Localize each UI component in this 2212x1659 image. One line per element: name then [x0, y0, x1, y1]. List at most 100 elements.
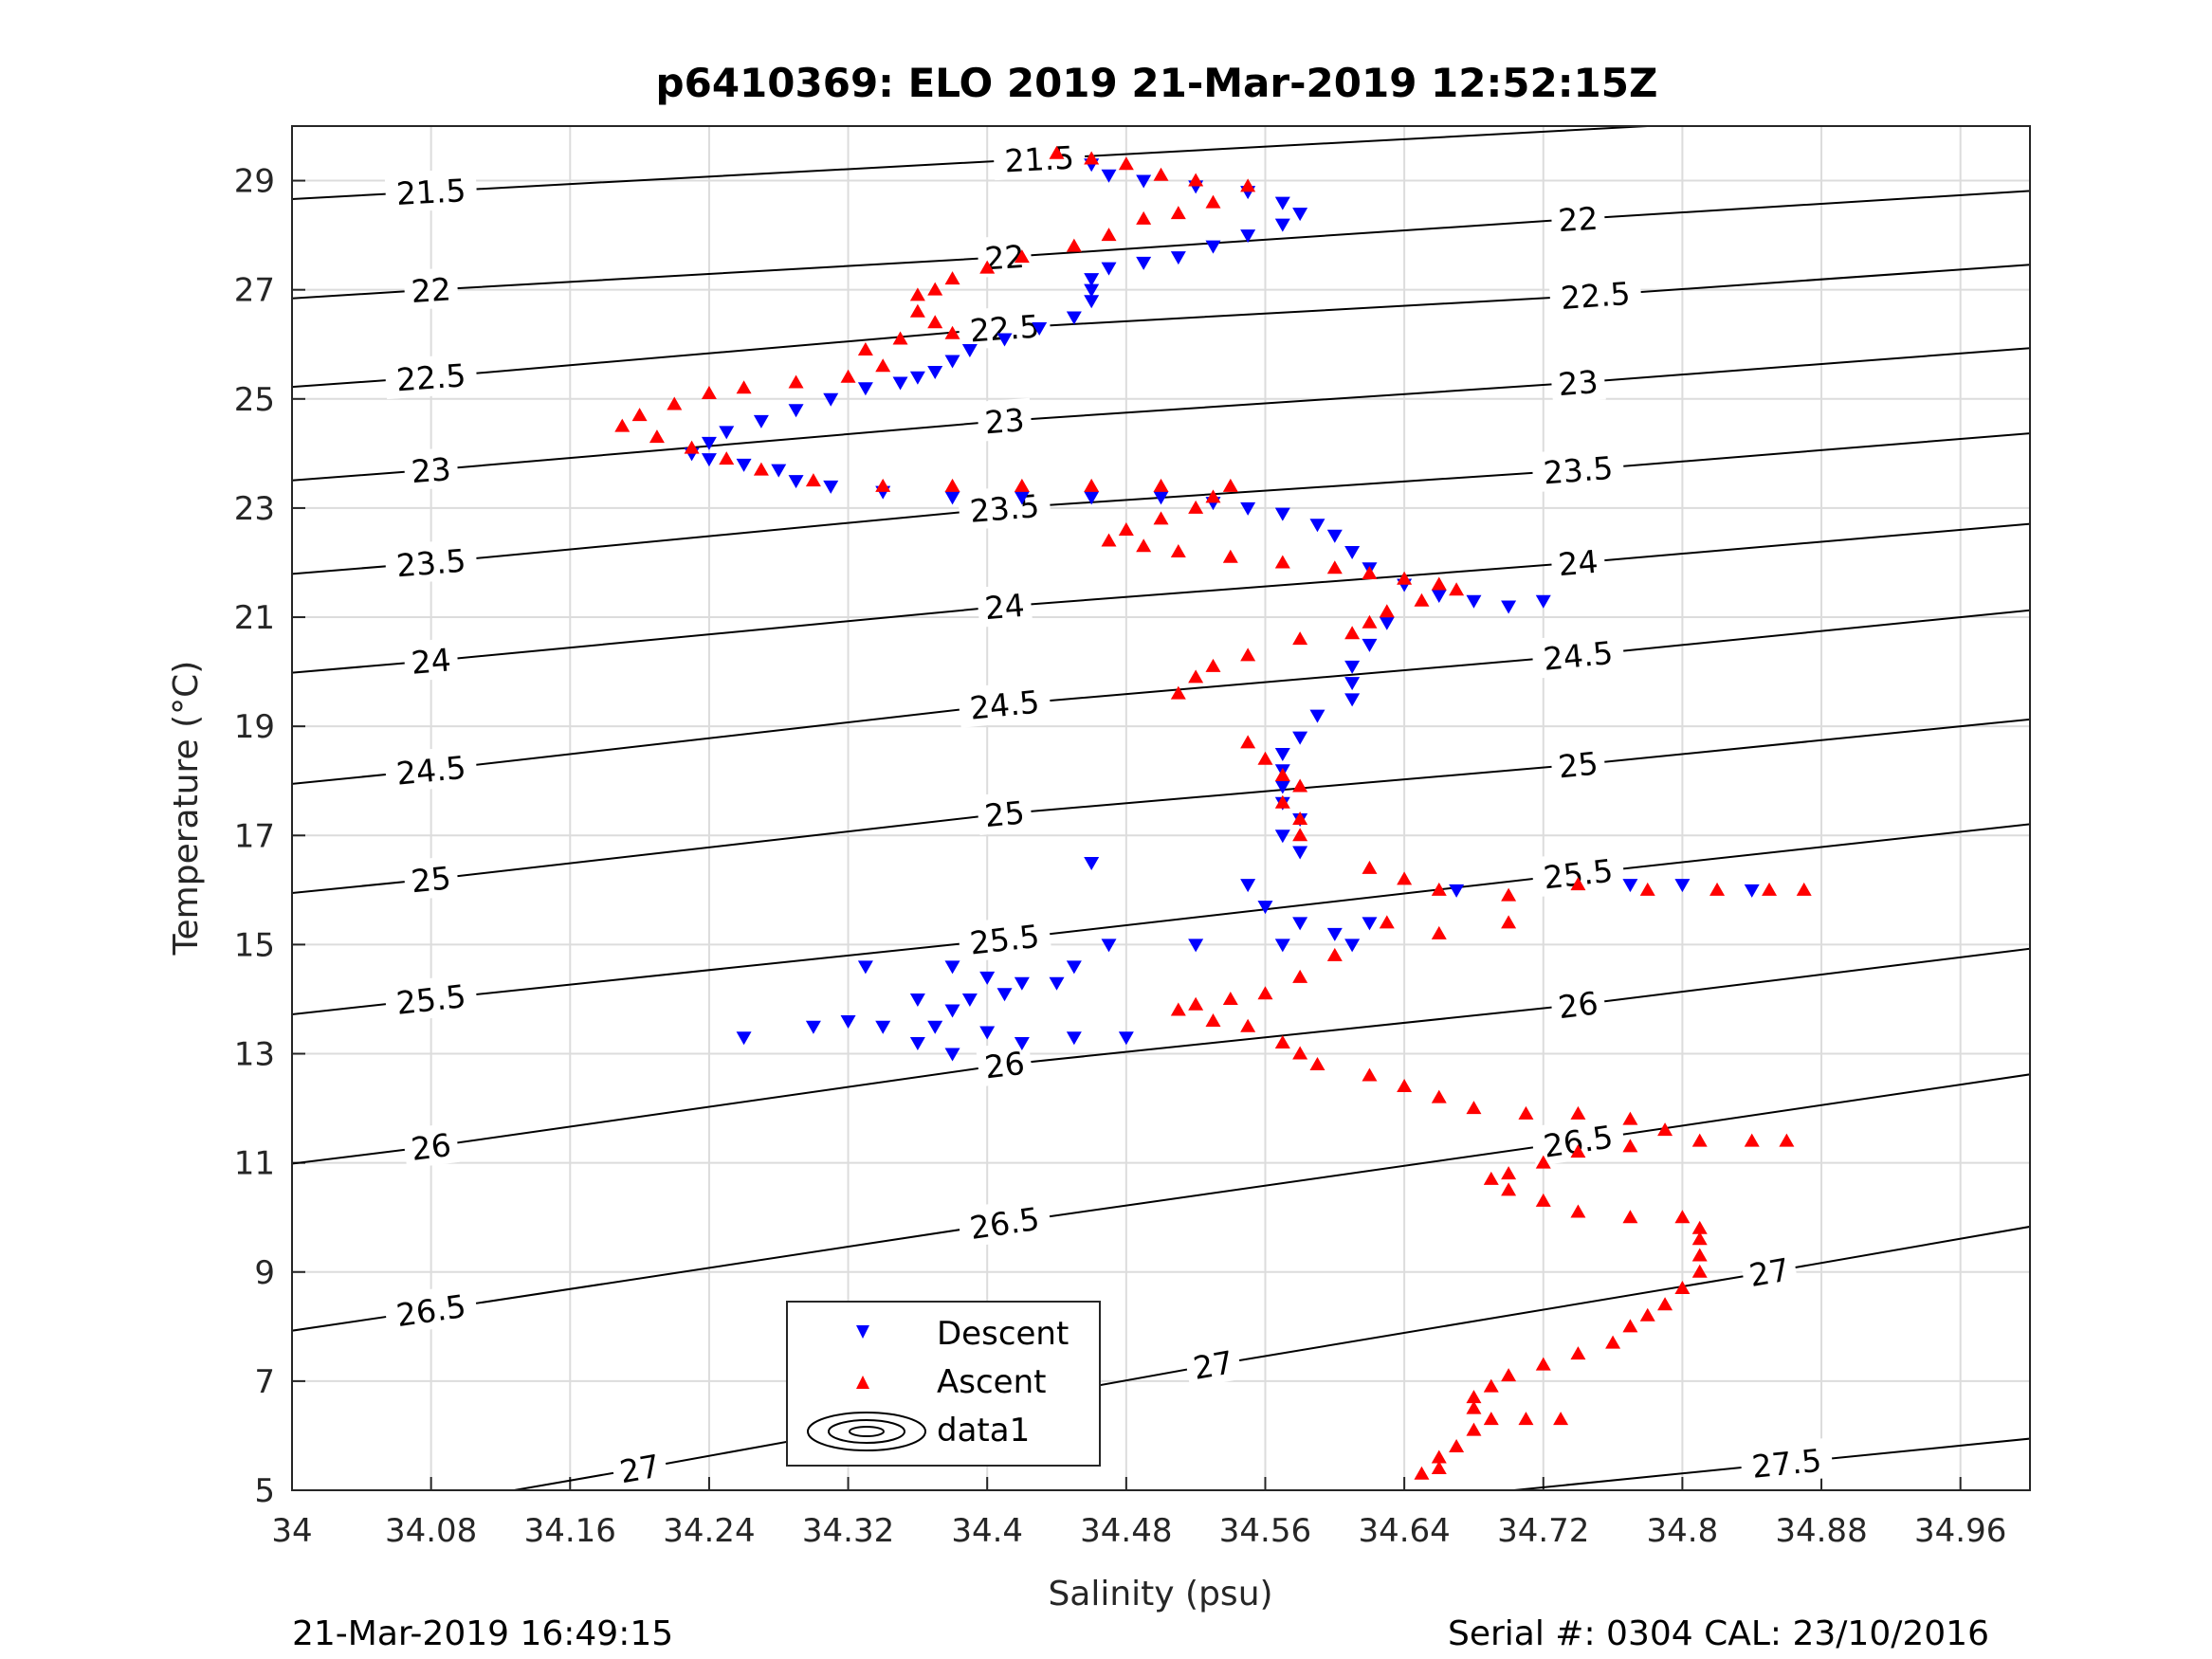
ascent-point	[1570, 1105, 1586, 1120]
contour-label-bg	[402, 855, 460, 902]
descent-point	[1136, 174, 1152, 189]
footer-serial-cal: Serial #: 0304 CAL: 23/10/2016	[1448, 1614, 1989, 1653]
descent-point	[788, 475, 804, 489]
ascent-point	[1570, 1346, 1586, 1360]
descent-point	[1292, 917, 1308, 931]
ascent-point	[1449, 1438, 1465, 1452]
ascent-point	[1762, 882, 1778, 896]
ascent-point	[1292, 969, 1308, 983]
contour-label-bg	[958, 303, 1051, 351]
descent-point	[1344, 939, 1361, 953]
x-tick-label: 34.64	[1358, 1512, 1450, 1550]
contour-label-bg	[402, 1122, 460, 1169]
descent-point	[1240, 501, 1256, 516]
descent-point	[1240, 229, 1256, 244]
ascent-point	[1691, 1220, 1708, 1234]
descent-point	[736, 1031, 752, 1046]
descent-point	[1292, 846, 1308, 860]
descent-point	[1362, 917, 1378, 931]
contour-line-26	[292, 947, 2030, 1165]
contour-label-bg	[957, 483, 1051, 531]
ascent-point	[1136, 210, 1152, 225]
descent-point	[1344, 545, 1361, 559]
plot-frame	[291, 125, 2031, 1491]
descent-point	[1014, 491, 1030, 505]
ascent-point	[1153, 478, 1169, 492]
descent-point	[1084, 295, 1100, 309]
descent-point	[1153, 491, 1169, 505]
y-tick-label: 21	[234, 599, 275, 637]
legend-contour-icon	[807, 1412, 926, 1451]
ascent-point	[944, 478, 960, 492]
ascent-point	[840, 369, 856, 383]
contour-label-bg	[1549, 539, 1607, 584]
x-tick-label: 34	[271, 1512, 312, 1550]
contour-label-23.5: 23.5	[1542, 449, 1614, 492]
ascent-point	[1431, 1089, 1447, 1103]
y-tick-label: 19	[234, 708, 275, 746]
ascent-point	[1205, 658, 1221, 672]
contour-label-26: 26	[409, 1126, 452, 1168]
ascent-point	[875, 478, 891, 492]
ascent-point	[1257, 986, 1273, 1000]
ascent-point	[1501, 1166, 1517, 1180]
contour-label-bg	[957, 679, 1052, 728]
descent-point	[944, 1004, 960, 1018]
y-axis-label: Temperature (°C)	[167, 661, 206, 957]
ascent-point	[1292, 1046, 1308, 1060]
ascent-point	[1362, 565, 1378, 579]
ascent-point	[1379, 604, 1395, 618]
ascent-point	[1101, 533, 1117, 547]
ascent-point	[1240, 735, 1256, 749]
contour-label-bg	[383, 744, 479, 793]
descent-point	[1240, 879, 1256, 893]
y-tick-label: 17	[234, 817, 275, 855]
descent-point	[1501, 600, 1517, 614]
ascent-point	[1344, 626, 1361, 640]
ascent-point	[1622, 1319, 1638, 1333]
descent-point	[961, 343, 978, 357]
ascent-point	[927, 315, 943, 329]
ascent-point	[909, 303, 925, 318]
contour-label-23: 23	[410, 450, 452, 490]
descent-point	[979, 971, 996, 985]
ascent-point	[1449, 582, 1465, 596]
contour-label-bg	[384, 538, 479, 586]
contour-label-22.5: 22.5	[395, 356, 467, 398]
contour-label-bg	[1529, 1113, 1626, 1167]
contour-label-25: 25	[1557, 744, 1600, 785]
ascent-point	[1535, 1155, 1551, 1169]
ascent-point	[1101, 228, 1117, 242]
descent-point	[771, 464, 787, 478]
contour-label-bg	[956, 1195, 1052, 1249]
descent-point	[1118, 1031, 1134, 1046]
legend-descent-label: Descent	[937, 1315, 1069, 1353]
ascent-point	[1483, 1378, 1499, 1393]
ascent-point	[1205, 489, 1221, 503]
ascent-point	[1014, 478, 1030, 492]
contour-line-23.5	[292, 432, 2030, 575]
x-tick-label: 34.72	[1497, 1512, 1589, 1550]
ascent-point	[1570, 1144, 1586, 1158]
descent-point	[1744, 884, 1760, 898]
descent-point	[1101, 939, 1117, 953]
contour-line-25.5	[292, 823, 2030, 1016]
descent-point	[1379, 616, 1395, 630]
ascent-point	[805, 473, 821, 487]
descent-point	[927, 1020, 943, 1034]
descent-point	[1362, 638, 1378, 652]
ascent-point	[1274, 767, 1290, 781]
descent-point	[701, 453, 717, 467]
ascent-point	[667, 396, 683, 410]
density-contours: 21.521.522222222.522.522.523232323.523.5…	[292, 126, 2030, 1492]
footer-timestamp: 21-Mar-2019 16:49:15	[292, 1614, 673, 1653]
descent-point	[1274, 780, 1290, 794]
contour-label-23: 23	[1557, 363, 1600, 403]
descent-point	[1344, 660, 1361, 674]
descent-point	[701, 436, 717, 450]
x-tick-label: 34.16	[524, 1512, 616, 1550]
ascent-point	[1170, 206, 1186, 220]
contour-label-25: 25	[410, 859, 453, 900]
ascent-point	[1170, 685, 1186, 700]
descent-point	[1344, 677, 1361, 691]
